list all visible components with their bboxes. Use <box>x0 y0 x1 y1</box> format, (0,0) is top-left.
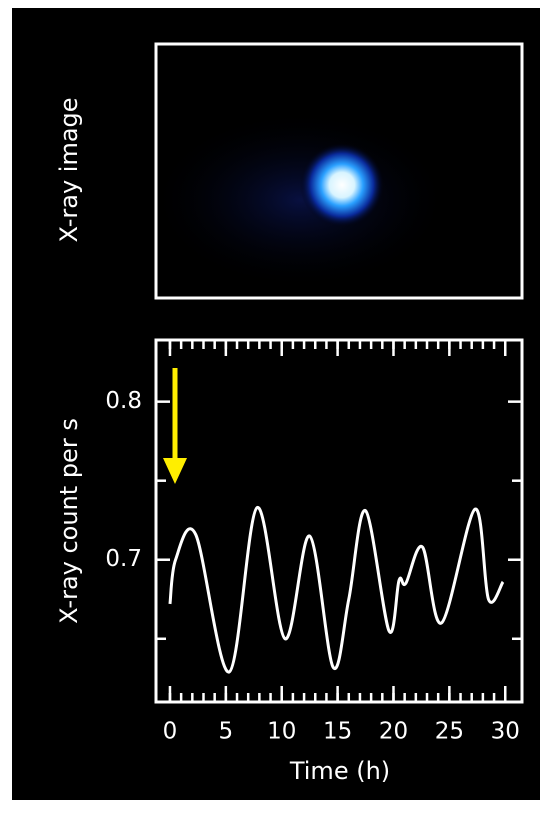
chart: X-ray image X-ray count per s Time (h) 0… <box>0 0 549 809</box>
x-tick-label: 5 <box>219 719 234 745</box>
x-tick-label: 20 <box>379 719 408 745</box>
xray-source <box>300 143 384 227</box>
image-haze <box>150 110 450 290</box>
x-tick-label: 10 <box>267 719 296 745</box>
x-tick-label: 25 <box>435 719 464 745</box>
y-axis-label: X-ray count per s <box>55 418 83 624</box>
x-tick-label: 0 <box>163 719 178 745</box>
x-tick-label: 30 <box>491 719 520 745</box>
x-axis-label: Time (h) <box>289 757 390 785</box>
y-tick-label: 0.7 <box>105 546 142 572</box>
y-tick-label: 0.8 <box>105 388 142 414</box>
image-label: X-ray image <box>55 97 83 242</box>
x-tick-label: 15 <box>323 719 352 745</box>
